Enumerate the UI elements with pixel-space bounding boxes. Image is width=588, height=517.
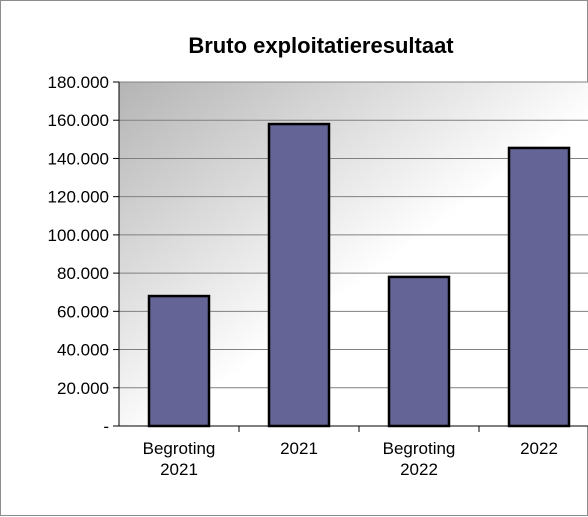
x-category-label: 2021 [160,460,198,479]
bar [147,294,211,428]
y-tick-label: 60.000 [57,302,109,321]
y-tick-label: 80.000 [57,264,109,283]
x-category-label: Begroting [383,439,456,458]
y-tick-label: 100.000 [48,226,109,245]
y-tick-label: 120.000 [48,188,109,207]
y-tick-label: 160.000 [48,111,109,130]
bar [507,146,571,428]
x-category-label: Begroting [143,439,216,458]
x-category-label: 2021 [280,439,318,458]
bars [147,122,571,428]
labels: - 20.000 40.000 60.000 80.000 100.000 120.000 1… [48,73,558,479]
bar [267,122,331,428]
x-category-label: 2022 [520,439,558,458]
y-tick-label: 180.000 [48,73,109,92]
x-category-label: 2022 [400,460,438,479]
y-tick-label: - [103,417,109,436]
chart-title: Bruto exploitatieresultaat [188,33,454,58]
y-tick-label: 40.000 [57,341,109,360]
y-tick-label: 140.000 [48,149,109,168]
y-tick-label: 20.000 [57,379,109,398]
bar [387,275,451,428]
